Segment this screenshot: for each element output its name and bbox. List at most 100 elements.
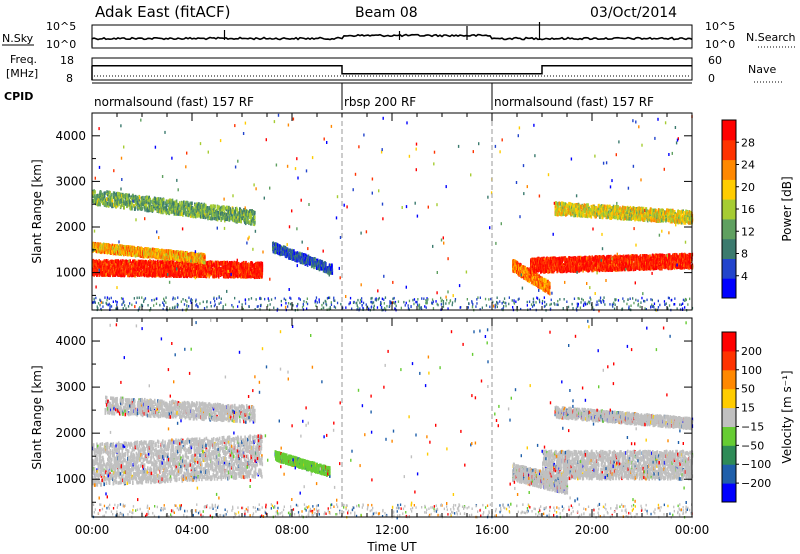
echo-cell — [138, 260, 140, 265]
echo-cell — [135, 265, 138, 270]
nsky-tick-top-right: 10^5 — [705, 20, 735, 33]
cpid-mode-label: rbsp 200 RF — [344, 95, 416, 109]
echo-cell — [206, 268, 208, 272]
echo-cell — [125, 193, 127, 197]
echo-cell — [150, 259, 152, 264]
echo-cell — [250, 222, 253, 226]
echo-cell — [183, 271, 185, 275]
echo-cell — [168, 210, 171, 214]
echo-cell — [124, 271, 127, 276]
echo-cell — [214, 260, 217, 265]
echo-cell — [128, 269, 130, 273]
echo-cell — [113, 259, 116, 264]
figure-title: Adak East (fitACF) — [95, 3, 230, 21]
echo-cell — [189, 268, 192, 272]
echo-cell — [217, 210, 220, 215]
echo-cell — [194, 204, 196, 208]
echo-cell — [139, 272, 141, 276]
echo-cell — [135, 261, 137, 265]
nave-tick-top: 60 — [708, 54, 722, 67]
echo-cell — [164, 262, 166, 267]
echo-cell — [94, 190, 96, 194]
cpid-mode-label: normalsound (fast) 157 RF — [94, 95, 254, 109]
echo-cell — [131, 205, 133, 210]
echo-cell — [117, 266, 120, 270]
echo-cell — [122, 259, 125, 264]
echo-cell — [212, 260, 214, 265]
echo-cell — [150, 263, 153, 267]
echo-cell — [212, 270, 214, 274]
nsky-noise-trace — [91, 33, 693, 41]
echo-cell — [141, 273, 143, 277]
echo-cell — [181, 264, 183, 269]
echo-cell — [141, 206, 144, 211]
echo-cell — [120, 259, 122, 263]
echo-cell — [136, 271, 139, 275]
echo-cell — [117, 262, 120, 267]
echo-cell — [147, 267, 150, 271]
echo-cell — [191, 201, 193, 206]
echo-cell — [153, 270, 156, 274]
echo-cell — [106, 259, 108, 264]
echo-cell — [142, 260, 145, 265]
nave-tick-bottom: 0 — [708, 72, 715, 85]
echo-cell — [174, 262, 176, 267]
echo-cell — [109, 190, 111, 195]
cpid-strip: normalsound (fast) 157 RF rbsp 200 RF norm… — [92, 82, 692, 110]
echo-cell — [100, 269, 103, 273]
echo-cell — [95, 267, 98, 272]
echo-cell — [92, 268, 95, 272]
echo-cell — [204, 260, 206, 265]
echo-cell — [223, 266, 226, 271]
echo-cell — [214, 273, 216, 278]
echo-cell — [111, 263, 114, 268]
echo-cell — [208, 274, 210, 279]
echo-cell — [127, 261, 129, 265]
echo-cell — [138, 195, 141, 200]
echo-cell — [118, 192, 120, 196]
echo-cell — [157, 259, 159, 264]
echo-cell — [142, 262, 145, 267]
echo-cell — [120, 268, 123, 272]
echo-cell — [211, 261, 213, 265]
echo-cell — [166, 264, 169, 269]
echo-cell — [143, 264, 146, 269]
echo-cell — [183, 211, 185, 215]
echo-cell — [200, 274, 203, 278]
echo-cell — [104, 260, 106, 264]
echo-cell — [144, 272, 146, 277]
echo-cell — [160, 270, 162, 274]
echo-cell — [174, 273, 176, 278]
echo-cell — [207, 265, 210, 270]
echo-cell — [198, 273, 200, 278]
echo-cell — [178, 266, 181, 271]
echo-cell — [221, 272, 223, 277]
echo-cell — [179, 274, 181, 278]
echo-cell — [165, 259, 168, 264]
echo-cell — [119, 200, 121, 204]
echo-cell — [155, 270, 158, 275]
echo-cell — [117, 259, 120, 263]
echo-cell — [204, 274, 207, 278]
echo-cell — [261, 267, 264, 272]
echo-cell — [183, 262, 185, 266]
echo-cell — [119, 265, 121, 270]
echo-cell — [231, 267, 234, 271]
echo-cell — [122, 265, 125, 269]
echo-cell — [203, 202, 206, 207]
echo-cell — [123, 263, 126, 267]
echo-cell — [104, 273, 106, 277]
echo-cell — [230, 266, 232, 270]
echo-cell — [104, 191, 106, 195]
echo-cell — [140, 263, 142, 268]
echo-cell — [105, 262, 108, 266]
echo-cell — [229, 261, 231, 266]
echo-cell — [231, 274, 233, 279]
echo-cell — [102, 260, 105, 265]
echo-cell — [170, 267, 172, 271]
echo-cell — [126, 268, 129, 272]
beam-label: Beam 08 — [355, 5, 418, 21]
echo-cell — [219, 267, 222, 271]
echo-cell — [218, 261, 221, 265]
